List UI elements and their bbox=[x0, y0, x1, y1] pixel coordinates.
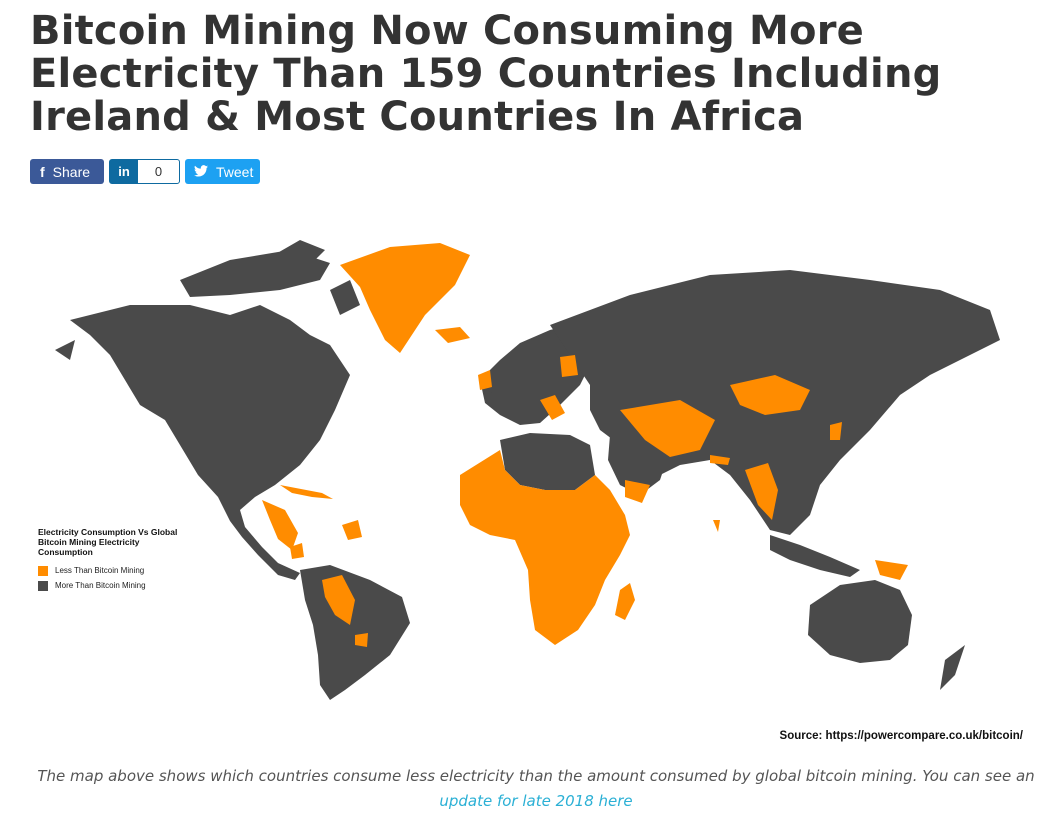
alaska-tip bbox=[55, 340, 75, 360]
ecuador bbox=[290, 543, 304, 559]
mongolia bbox=[730, 375, 810, 415]
southeast-asia-islands bbox=[770, 535, 860, 577]
greenland bbox=[340, 243, 470, 353]
caribbean bbox=[280, 485, 333, 499]
legend-label-less: Less Than Bitcoin Mining bbox=[55, 566, 145, 575]
africa-orange bbox=[460, 450, 630, 645]
north-korea bbox=[830, 422, 842, 440]
linkedin-share-button[interactable]: in 0 bbox=[109, 159, 180, 184]
legend-label-more: More Than Bitcoin Mining bbox=[55, 581, 146, 590]
caption-text: The map above shows which countries cons… bbox=[37, 767, 1035, 785]
baltics bbox=[560, 355, 578, 377]
share-bar: f Share in 0 Tweet bbox=[30, 159, 260, 184]
map-legend: Electricity Consumption Vs Global Bitcoi… bbox=[38, 527, 188, 593]
update-2018-link[interactable]: update for late 2018 here bbox=[439, 792, 633, 810]
papua-new-guinea bbox=[875, 560, 908, 580]
facebook-icon: f bbox=[40, 163, 45, 180]
linkedin-icon: in bbox=[118, 164, 130, 179]
map-caption: The map above shows which countries cons… bbox=[22, 764, 1050, 814]
ireland bbox=[478, 370, 492, 390]
caucasus-central-asia bbox=[620, 400, 715, 457]
madagascar bbox=[615, 583, 635, 620]
uruguay bbox=[355, 633, 368, 647]
balkans bbox=[540, 395, 565, 420]
central-america bbox=[262, 500, 298, 550]
twitter-tweet-label: Tweet bbox=[216, 163, 254, 180]
facebook-share-button[interactable]: f Share bbox=[30, 159, 104, 184]
twitter-icon bbox=[194, 164, 208, 180]
map-source: Source: https://powercompare.co.uk/bitco… bbox=[779, 730, 1023, 742]
north-america bbox=[70, 305, 350, 580]
legend-swatch-more bbox=[38, 580, 48, 591]
australia bbox=[808, 580, 912, 663]
myanmar-laos-cambodia bbox=[745, 463, 778, 520]
south-america bbox=[300, 565, 410, 700]
new-zealand bbox=[940, 645, 965, 690]
bolivia-paraguay bbox=[322, 575, 355, 625]
nepal bbox=[710, 455, 730, 465]
guyana-region bbox=[342, 520, 362, 540]
legend-swatch-less bbox=[38, 565, 48, 576]
legend-item-more: More Than Bitcoin Mining bbox=[38, 578, 188, 593]
north-africa-dark bbox=[500, 433, 595, 490]
twitter-tweet-button[interactable]: Tweet bbox=[185, 159, 260, 184]
linkedin-share-count: 0 bbox=[138, 160, 179, 183]
legend-title: Electricity Consumption Vs Global Bitcoi… bbox=[38, 527, 178, 557]
article-headline: Bitcoin Mining Now Consuming More Electr… bbox=[30, 8, 942, 140]
facebook-share-label: Share bbox=[52, 163, 91, 180]
arabian-peninsula-south bbox=[625, 480, 650, 503]
legend-item-less: Less Than Bitcoin Mining bbox=[38, 563, 188, 578]
world-map bbox=[30, 235, 1040, 705]
iceland bbox=[435, 327, 470, 343]
sri-lanka bbox=[713, 520, 720, 532]
arctic-islands bbox=[180, 240, 360, 315]
